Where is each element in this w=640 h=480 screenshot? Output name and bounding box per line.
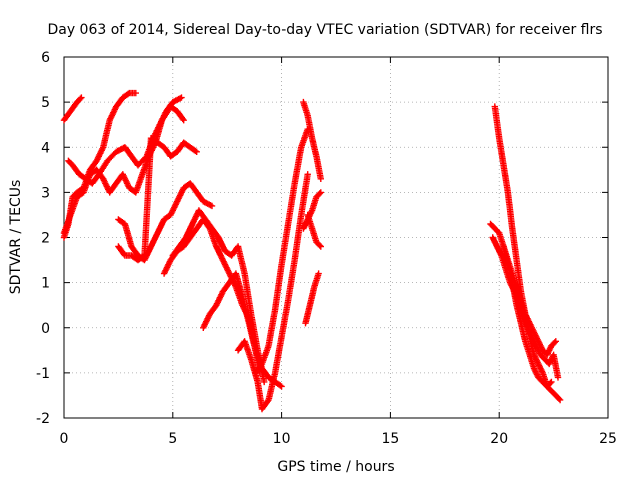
y-tick-label: 2 [41,231,50,247]
plus-marks [252,126,311,377]
y-tick-label: 1 [41,276,50,292]
x-tick-label: 10 [273,431,291,447]
x-axis-label: GPS time / hours [277,459,394,475]
plus-marks [500,243,559,358]
series-track-15 [302,270,322,327]
x-tick-label: 0 [60,431,69,447]
plus-marks [115,135,200,264]
series-track-9 [200,270,285,390]
plus-marks [302,270,322,327]
y-tick-label: 3 [41,185,50,201]
chart-title: Day 063 of 2014, Sidereal Day-to-day VTE… [47,22,602,38]
series-track-1 [60,94,85,124]
series-track-11 [252,126,311,377]
x-tick-label: 25 [599,431,617,447]
plus-marks [300,98,324,182]
plus-marks [489,234,562,381]
x-tick-label: 15 [381,431,399,447]
series-track-18 [489,234,562,381]
plus-marks [304,211,324,250]
x-tick-label: 20 [490,431,508,447]
plus-marks [60,94,85,124]
y-tick-label: 4 [41,140,50,156]
axis-ticks: -2 -1 0 1 2 3 4 5 6 0 5 10 15 20 25 [36,50,617,447]
series-track-12 [300,98,324,182]
plus-marks [234,171,311,413]
y-tick-label: -2 [36,411,50,427]
y-tick-label: -1 [36,366,50,382]
series-track-14 [304,211,324,250]
series-track-6 [115,135,200,264]
series-track-10 [234,171,311,413]
y-axis-label: SDTVAR / TECUs [8,180,24,295]
x-tick-label: 5 [168,431,177,447]
y-tick-label: 6 [41,50,50,66]
plus-marks [200,270,285,390]
data-marks [60,89,564,413]
series-track-19 [500,243,559,358]
y-tick-label: 0 [41,321,50,337]
y-tick-label: 5 [41,95,50,111]
